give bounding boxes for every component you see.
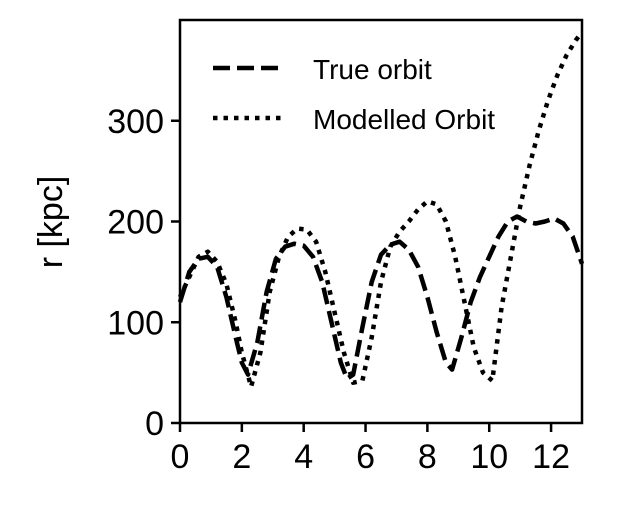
y-tick-label: 0 [145, 405, 164, 443]
legend: True orbit Modelled Orbit [213, 54, 495, 135]
x-tick-label: 10 [470, 438, 508, 476]
x-tick-label: 0 [171, 438, 190, 476]
ticks-layer: 0 2 4 6 8 10 12 0 100 200 300 [107, 103, 570, 476]
x-tick-label: 8 [418, 438, 437, 476]
series-layer [177, 30, 585, 389]
legend-label-true-orbit: True orbit [313, 54, 432, 85]
y-tick-label: 100 [107, 304, 164, 342]
series-line-true-orbit [177, 214, 585, 381]
y-axis-label: r [kpc] [32, 176, 70, 269]
x-tick-label: 6 [356, 438, 375, 476]
series-line-modelled-orbit [177, 30, 584, 389]
x-tick-label: 4 [294, 438, 313, 476]
x-tick-label: 2 [232, 438, 251, 476]
x-tick-label: 12 [532, 438, 570, 476]
legend-label-modelled-orbit: Modelled Orbit [313, 104, 495, 135]
y-tick-label: 300 [107, 103, 164, 141]
y-tick-label: 200 [107, 204, 164, 242]
